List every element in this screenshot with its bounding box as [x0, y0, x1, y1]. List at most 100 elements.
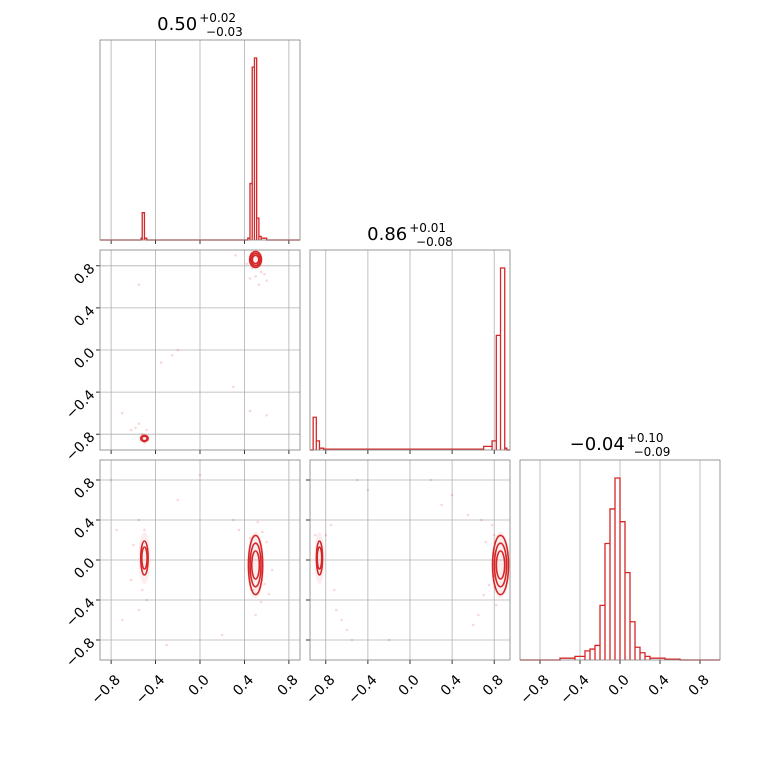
density-contour: [139, 434, 149, 443]
sample-point: [248, 536, 252, 540]
sample-point: [137, 518, 141, 522]
y-tick-label: −0.8: [63, 635, 98, 670]
hist-step-0: [100, 57, 300, 241]
sample-point: [440, 503, 443, 507]
y-tick-label: 0.4: [71, 515, 98, 542]
sample-point: [109, 478, 113, 482]
density-contour: [250, 252, 261, 267]
sample-point: [259, 600, 263, 604]
frame-1-2: [309, 459, 511, 661]
y-tick-label: 0.4: [71, 303, 98, 330]
sample-point: [480, 518, 483, 522]
y-tick-label: 0.8: [71, 475, 98, 502]
x-tick-label: 0.8: [480, 672, 507, 699]
sample-point: [134, 426, 137, 430]
sample-point: [495, 603, 498, 607]
x-tick-label: 0.0: [186, 672, 213, 699]
sample-point: [345, 628, 349, 632]
sample-point: [329, 523, 333, 527]
sample-point: [143, 528, 146, 532]
sample-point: [145, 428, 148, 432]
y-tick-label: 0.0: [71, 555, 98, 582]
frame-2: [519, 459, 721, 661]
density-contour: [251, 254, 260, 265]
hist-panel-0-grid: [110, 40, 290, 240]
sample-point: [350, 638, 354, 642]
hist-panel-1-grid: [325, 250, 495, 450]
sample-point: [265, 279, 268, 282]
sample-point: [137, 608, 141, 612]
sample-point: [145, 598, 148, 602]
sample-point: [260, 530, 264, 534]
sample-point: [484, 540, 488, 544]
sample-point: [487, 583, 491, 587]
sample-point: [450, 493, 454, 497]
density-contour: [315, 540, 324, 576]
sample-point: [129, 428, 133, 432]
sample-point: [115, 528, 118, 532]
sample-point: [176, 348, 180, 352]
y-tick-label: 0.8: [71, 261, 98, 288]
sample-point: [387, 638, 391, 642]
density-contour: [495, 550, 506, 580]
sample-point: [482, 593, 485, 597]
x-tick-label: 0.8: [275, 672, 302, 699]
density-contour: [139, 540, 149, 576]
sample-point: [234, 253, 237, 257]
frame-1: [309, 249, 511, 451]
sample-point: [137, 283, 141, 287]
scatter-panel-0-1-grid: [100, 250, 300, 450]
frame-0-1: [99, 249, 301, 451]
x-tick-label: 0.0: [606, 672, 633, 699]
density-contour: [249, 542, 262, 588]
density-contour: [491, 534, 510, 596]
y-tick-label: 0.0: [71, 345, 98, 372]
y-tick-label: −0.4: [63, 595, 98, 630]
sample-point: [270, 568, 274, 572]
sample-point: [248, 409, 252, 413]
y-tick-label: −0.4: [63, 387, 98, 422]
hist-panel-1: [309, 249, 511, 454]
sample-point: [140, 588, 144, 592]
x-tick-label: 0.0: [396, 672, 423, 699]
y-tick-label: −0.8: [63, 429, 98, 464]
sample-point: [170, 353, 174, 357]
title-param-2: −0.04 +0.10 −0.09: [570, 431, 671, 459]
sample-point: [356, 478, 359, 482]
sample-point: [490, 523, 494, 527]
sample-point: [259, 270, 263, 274]
sample-point: [120, 618, 124, 622]
density-fill: [490, 531, 511, 599]
density-contour: [248, 250, 263, 269]
frame-0: [99, 39, 301, 241]
hist-step-2: [520, 477, 720, 661]
sample-point: [335, 608, 338, 612]
x-tick-label: −0.4: [345, 672, 380, 707]
sample-point: [492, 533, 496, 537]
scatter-panel-1-2-grid: [310, 460, 510, 660]
density-contour: [250, 550, 261, 580]
x-tick-label: 0.8: [686, 672, 713, 699]
sample-point: [165, 643, 168, 647]
sample-point: [254, 613, 257, 617]
x-tick-label: −0.8: [88, 672, 123, 707]
sample-point: [132, 543, 135, 547]
sample-point: [265, 540, 268, 544]
hist-panel-0: [99, 39, 301, 244]
sample-point: [340, 618, 343, 622]
sample-point: [477, 613, 480, 617]
scatter-panel-0-2-grid: [100, 460, 300, 660]
sample-point: [471, 623, 475, 627]
sample-point: [466, 513, 470, 517]
sample-point: [176, 498, 180, 502]
sample-point: [256, 520, 260, 524]
frame-0-2: [99, 459, 301, 661]
sample-point: [429, 478, 433, 482]
sample-point: [232, 385, 235, 389]
density-contour: [493, 542, 508, 588]
sample-point: [366, 488, 370, 492]
x-tick-label: 0.4: [438, 672, 465, 699]
sample-point: [254, 275, 257, 278]
sample-point: [248, 277, 252, 280]
